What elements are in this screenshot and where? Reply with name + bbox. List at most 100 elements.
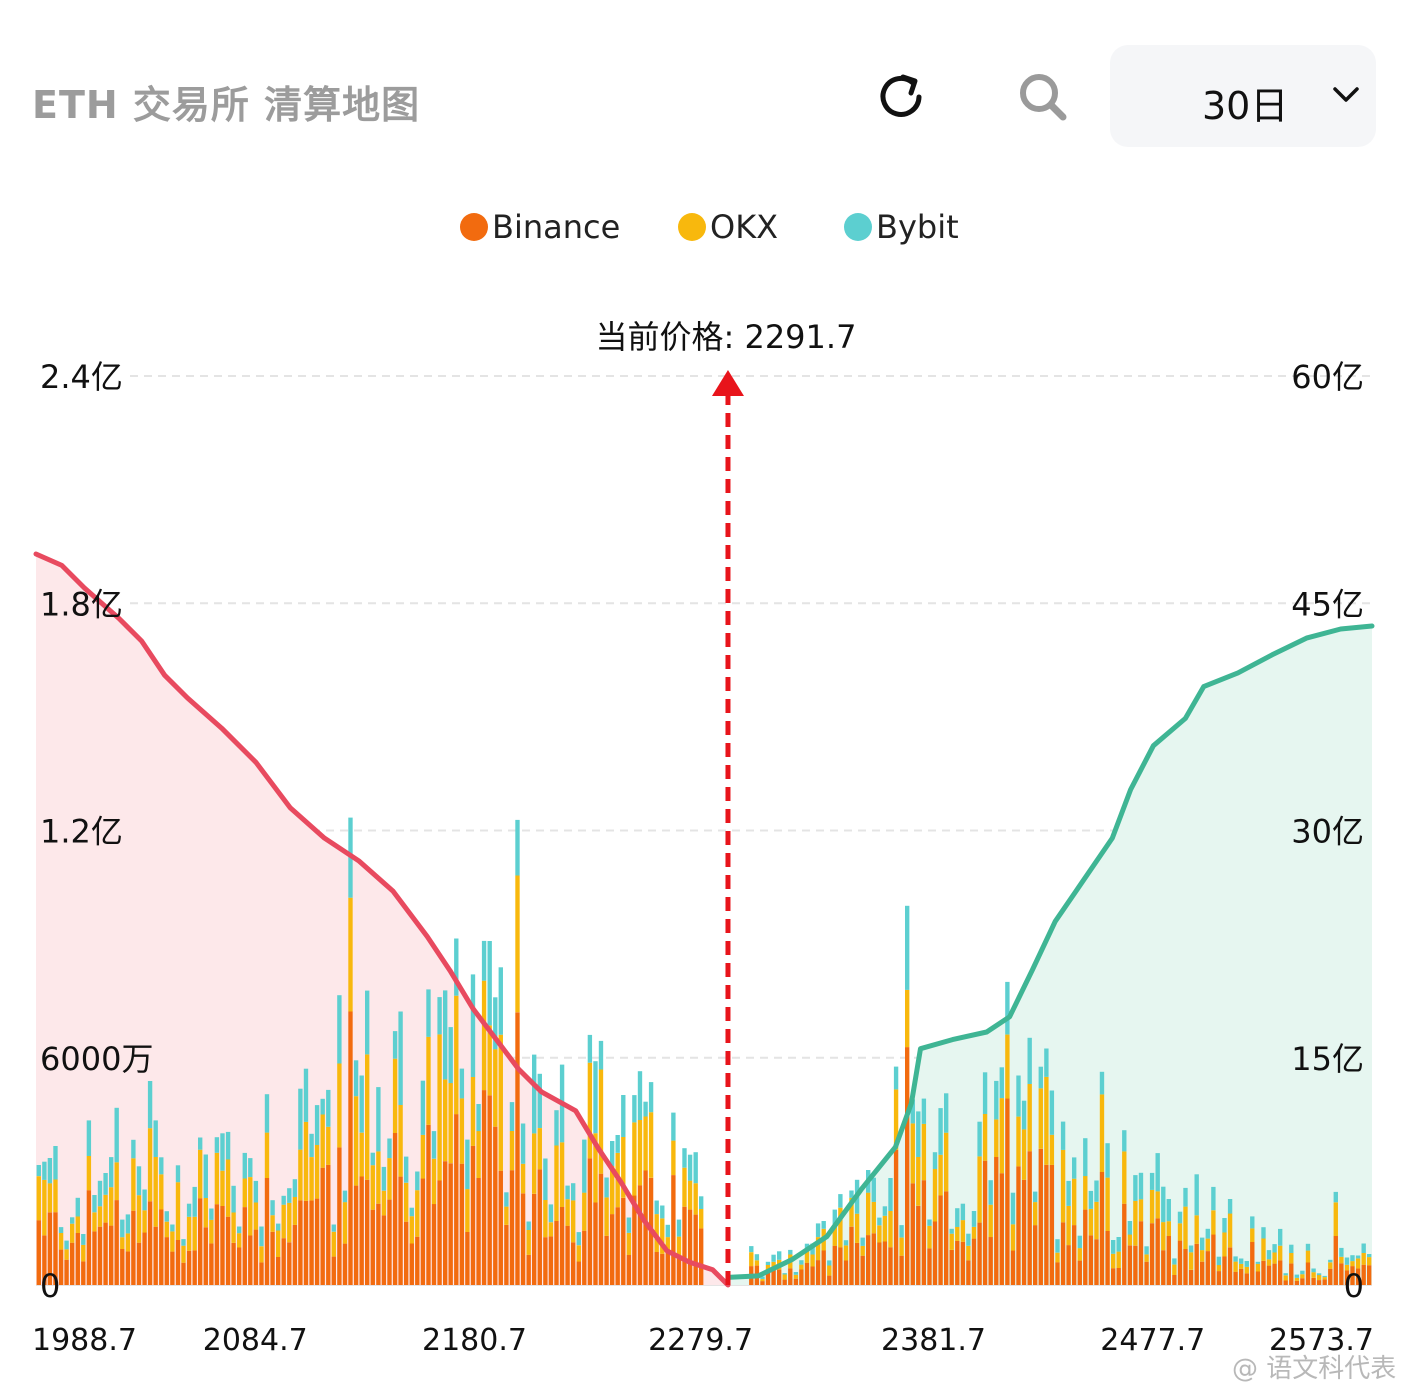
- bar-segment-okx: [749, 1252, 754, 1267]
- bar-segment-binance: [532, 1193, 537, 1285]
- bar-segment-bybit: [404, 1156, 409, 1183]
- bar-segment-binance: [849, 1226, 854, 1285]
- bar-segment-okx: [782, 1274, 787, 1280]
- bar-segment-bybit: [1322, 1275, 1327, 1278]
- short-cumulative-line: [725, 623, 1375, 1280]
- bar-segment-okx: [1233, 1261, 1238, 1272]
- bar-segment-bybit: [643, 1101, 648, 1117]
- bar-segment-bybit: [448, 1027, 453, 1084]
- bar-segment-bybit: [1116, 1237, 1121, 1252]
- bar-segment-bybit: [359, 1075, 364, 1133]
- bar-segment-binance: [866, 1235, 871, 1285]
- bar-segment-bybit: [799, 1260, 804, 1265]
- legend-item-bybit[interactable]: Bybit: [844, 202, 959, 252]
- bar-segment-bybit: [281, 1195, 286, 1205]
- bar-segment-binance: [431, 1204, 437, 1285]
- bar-segment-okx: [871, 1201, 876, 1234]
- bar-segment-binance: [559, 1207, 565, 1285]
- bar-segment-bybit: [109, 1157, 114, 1188]
- search-button[interactable]: [1012, 66, 1074, 128]
- bar-segment-binance: [827, 1275, 832, 1285]
- bar-segment-okx: [186, 1216, 192, 1251]
- bar-segment-binance: [214, 1204, 220, 1285]
- bar-segment-binance: [932, 1221, 938, 1285]
- bar-segment-okx: [198, 1149, 203, 1199]
- bar-segment-okx: [1227, 1213, 1233, 1248]
- bar-segment-okx: [47, 1183, 53, 1213]
- bar-segment-bybit: [426, 989, 431, 1037]
- bar-segment-okx: [1055, 1252, 1060, 1263]
- bar-segment-bybit: [225, 1131, 231, 1160]
- period-select[interactable]: 30日: [1110, 45, 1376, 147]
- bar-segment-binance: [237, 1247, 242, 1285]
- bar-segment-bybit: [1239, 1258, 1244, 1264]
- legend-item-binance[interactable]: Binance: [460, 202, 620, 252]
- bar-segment-okx: [587, 1062, 593, 1159]
- bar-segment-okx: [203, 1198, 208, 1228]
- bar-segment-okx: [1077, 1248, 1082, 1261]
- bar-segment-okx: [982, 1114, 988, 1161]
- bar-segment-bybit: [877, 1217, 882, 1226]
- bar-segment-bybit: [331, 1224, 336, 1232]
- legend-item-okx[interactable]: OKX: [678, 202, 778, 252]
- cumulative-areas: [36, 554, 1372, 1285]
- bar-segment-okx: [1172, 1264, 1177, 1275]
- bar-segment-binance: [281, 1238, 286, 1285]
- bar-segment-okx: [687, 1180, 693, 1210]
- bar-segment-okx: [131, 1158, 136, 1211]
- bar-segment-bybit: [1361, 1243, 1366, 1253]
- bar-segment-okx: [944, 1132, 949, 1192]
- bar-segment-okx: [1272, 1252, 1277, 1264]
- bar-segment-bybit: [832, 1209, 837, 1226]
- bar-segment-binance: [637, 1185, 643, 1285]
- bar-segment-binance: [470, 1145, 476, 1285]
- bar-segment-binance: [1038, 1148, 1043, 1285]
- bar-segment-binance: [264, 1178, 270, 1285]
- bar-segment-binance: [81, 1261, 86, 1285]
- bar-segment-bybit: [320, 1098, 325, 1115]
- bar-segment-okx: [626, 1233, 632, 1255]
- bar-segment-bybit: [309, 1133, 314, 1157]
- bar-segment-okx: [264, 1132, 270, 1178]
- bar-segment-bybit: [487, 941, 492, 1026]
- bar-segment-binance: [209, 1243, 214, 1285]
- bar-segment-binance: [548, 1236, 554, 1285]
- bar-segment-bybit: [520, 1123, 526, 1164]
- bar-segment-bybit: [565, 1185, 570, 1200]
- bar-segment-okx: [1038, 1088, 1043, 1149]
- bar-segment-okx: [1144, 1254, 1149, 1262]
- bar-segment-bybit: [64, 1240, 69, 1250]
- bar-segment-okx: [771, 1261, 776, 1267]
- x-tick-label: 2381.7: [881, 1323, 986, 1358]
- bar-segment-binance: [276, 1257, 281, 1285]
- bar-segment-bybit: [1211, 1186, 1216, 1211]
- bar-segment-binance: [303, 1200, 309, 1285]
- bar-segment-binance: [999, 1173, 1004, 1285]
- bar-segment-binance: [598, 1173, 604, 1285]
- bar-segment-okx: [276, 1230, 281, 1257]
- bar-segment-okx: [1072, 1178, 1077, 1226]
- bar-segment-bybit: [1138, 1172, 1144, 1200]
- bar-segment-binance: [621, 1197, 626, 1285]
- bar-segment-okx: [966, 1245, 971, 1261]
- bar-segment-binance: [626, 1255, 632, 1285]
- bar-segment-bybit: [893, 1066, 899, 1090]
- bar-segment-okx: [1161, 1222, 1166, 1251]
- bar-segment-bybit: [1049, 1090, 1055, 1135]
- bar-segment-bybit: [509, 1102, 515, 1131]
- bar-segment-binance: [660, 1253, 665, 1285]
- bar-segment-okx: [893, 1089, 899, 1150]
- bar-segment-okx: [799, 1264, 804, 1270]
- bar-segment-binance: [793, 1278, 799, 1285]
- bar-segment-bybit: [1339, 1247, 1344, 1257]
- bar-segment-binance: [610, 1214, 615, 1285]
- bar-segment-binance: [92, 1231, 97, 1285]
- bar-segment-binance: [910, 1183, 915, 1285]
- bar-segment-binance: [571, 1242, 576, 1285]
- bar-segment-bybit: [136, 1166, 142, 1196]
- bar-segment-okx: [136, 1195, 142, 1243]
- bar-segment-okx: [92, 1212, 97, 1232]
- bar-segment-okx: [882, 1215, 888, 1242]
- refresh-button[interactable]: [870, 66, 932, 128]
- bar-segment-binance: [348, 1011, 353, 1285]
